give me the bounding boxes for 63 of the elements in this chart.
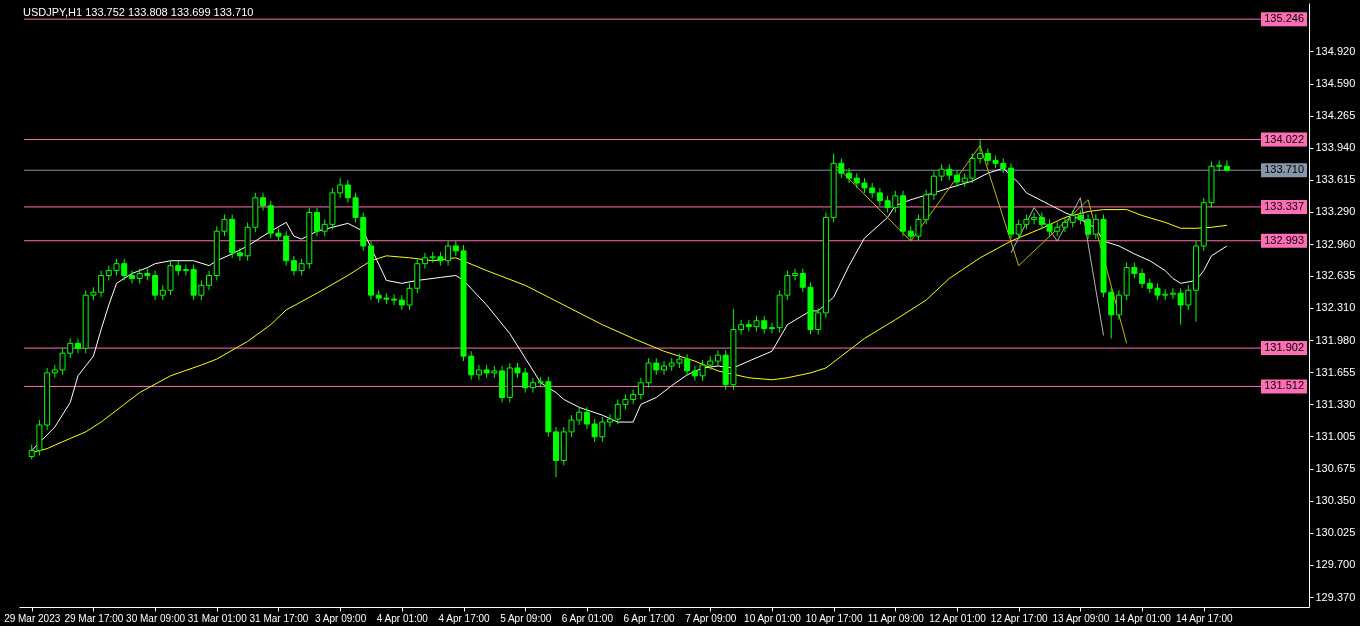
y-tick-label: 129.700	[1315, 558, 1356, 571]
candlestick	[475, 364, 482, 381]
candlestick	[661, 360, 667, 376]
y-tick-label: 132.960	[1315, 237, 1356, 250]
candlestick	[206, 270, 213, 291]
candlestick	[74, 337, 81, 354]
y-tick-label: 130.350	[1315, 494, 1356, 507]
ref-line-label: 134.022	[1264, 132, 1304, 145]
y-tick-label: 134.920	[1315, 44, 1356, 57]
x-tick-label: 6 Apr 17:00	[623, 612, 676, 624]
y-tick-label: 133.290	[1315, 205, 1356, 218]
x-tick-label: 31 Mar 01:00	[187, 612, 248, 624]
y-tick-label: 133.940	[1315, 141, 1356, 154]
candlestick	[846, 167, 853, 184]
x-tick-label: 29 Mar 2023	[4, 612, 61, 624]
y-tick-label: 132.635	[1315, 269, 1356, 282]
x-tick-label: 6 Apr 01:00	[561, 612, 614, 624]
x-tick-label: 29 Mar 17:00	[64, 612, 124, 624]
line-series	[1010, 197, 1105, 336]
ref-line-label: 131.902	[1264, 341, 1304, 354]
ref-line-label: 133.337	[1264, 199, 1304, 212]
x-tick-label: 12 Apr 17:00	[990, 612, 1048, 624]
x-tick-label: 10 Apr 17:00	[805, 612, 863, 624]
ref-line-label: 133.710	[1264, 163, 1304, 176]
x-tick-label: 31 Mar 17:00	[249, 612, 309, 624]
x-tick-label: 30 Mar 09:00	[126, 612, 186, 624]
x-tick-label: 14 Apr 01:00	[1114, 612, 1172, 624]
y-tick-label: 129.370	[1315, 590, 1356, 603]
ref-line-label: 135.246	[1264, 12, 1304, 25]
candlestick	[768, 322, 775, 335]
x-tick-label: 5 Apr 09:00	[500, 612, 552, 624]
y-tick-label: 133.615	[1315, 173, 1356, 186]
candlestick	[128, 270, 135, 284]
x-tick-label: 11 Apr 09:00	[867, 612, 925, 624]
y-tick-label: 131.655	[1315, 365, 1356, 378]
candlestick	[1061, 216, 1068, 233]
y-tick-label: 132.310	[1315, 301, 1356, 314]
y-tick-label: 130.025	[1315, 526, 1356, 539]
x-tick-label: 12 Apr 01:00	[929, 612, 987, 624]
candlestick	[421, 252, 428, 270]
ref-line-label: 132.993	[1264, 233, 1304, 246]
x-tick-label: 7 Apr 09:00	[685, 612, 737, 624]
candlestick	[1115, 289, 1122, 321]
x-tick-label: 3 Apr 09:00	[315, 612, 367, 624]
y-tick-label: 130.675	[1315, 462, 1356, 475]
y-tick-label: 131.980	[1315, 333, 1356, 346]
candlestick	[314, 207, 321, 237]
y-tick-label: 134.590	[1315, 77, 1356, 90]
candlestick	[607, 413, 614, 428]
y-tick-label: 134.265	[1315, 109, 1356, 122]
candlestick	[714, 349, 721, 367]
candlestick	[260, 192, 267, 212]
candlestick	[954, 169, 961, 188]
x-tick-label: 4 Apr 17:00	[438, 612, 491, 624]
ref-line-label: 131.512	[1264, 379, 1304, 392]
x-tick-label: 10 Apr 01:00	[744, 612, 802, 624]
candlestick	[1223, 159, 1230, 172]
x-tick-label: 13 Apr 09:00	[1052, 612, 1110, 624]
x-tick-label: 4 Apr 01:00	[376, 612, 429, 624]
y-tick-label: 131.330	[1315, 397, 1356, 410]
chart-title: USDJPY,H1 133.752 133.808 133.699 133.710	[23, 6, 254, 18]
x-tick-label: 14 Apr 17:00	[1175, 612, 1234, 624]
y-tick-label: 131.005	[1315, 429, 1356, 442]
